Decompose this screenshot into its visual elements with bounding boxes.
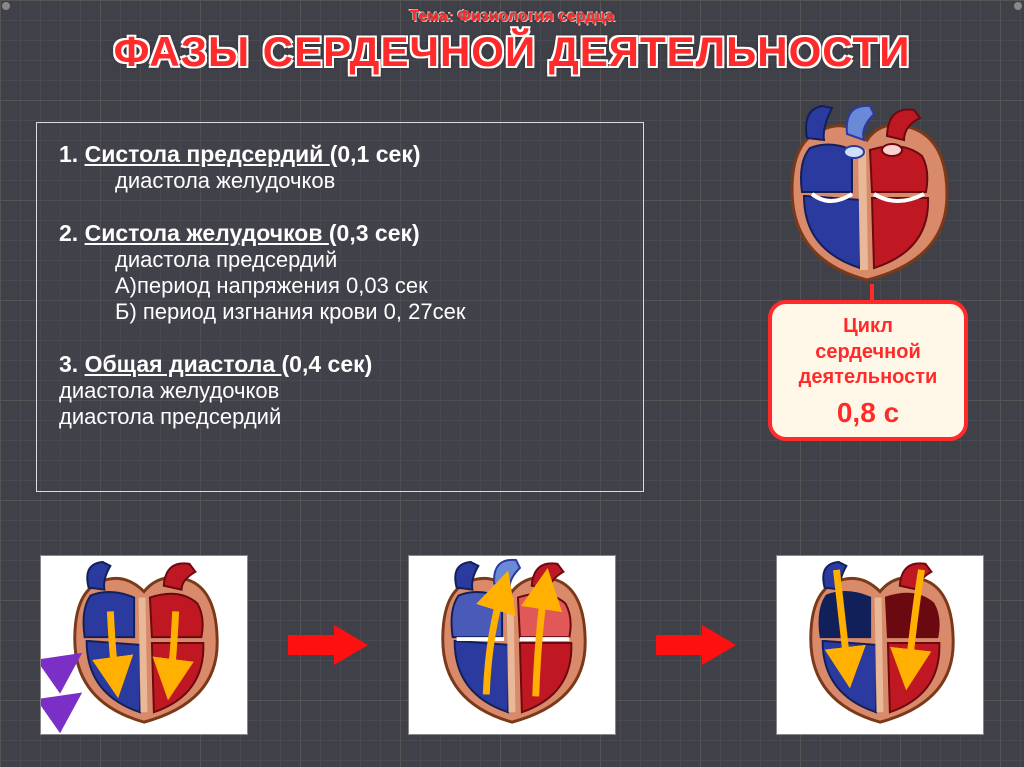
phase-2-num: 2. [59,220,85,246]
heart-diagram-cutaway [752,100,982,290]
heart-phase-1 [40,555,248,735]
phase-diagrams-row [0,545,1024,745]
topic-label: Тема: Физиология сердца [0,0,1024,26]
phase-3: 3. Общая диастола (0,4 сек) диастола жел… [59,351,621,430]
phase-2-time: (0,3 сек) [329,220,420,246]
phase-1-num: 1. [59,141,85,167]
phase-1-time: (0,1 сек) [330,141,421,167]
cycle-line-1: Цикл [778,314,958,340]
phase-3-name: Общая диастола [85,351,282,377]
phase-2-name: Систола желудочков [85,220,329,246]
phase-2: 2. Систола желудочков (0,3 сек) диастола… [59,220,621,325]
page-title: ФАЗЫ СЕРДЕЧНОЙ ДЕЯТЕЛЬНОСТИ [0,28,1024,76]
cycle-line-2: сердечной [778,340,958,366]
phase-1: 1. Систола предсердий (0,1 сек) диастола… [59,141,621,194]
phase-3-sub-1: диастола желудочков [59,378,621,404]
flow-arrow-2 [656,625,736,665]
phase-3-time: (0,4 сек) [282,351,373,377]
phases-panel: 1. Систола предсердий (0,1 сек) диастола… [36,122,644,492]
heart-phase-3 [776,555,984,735]
phase-1-sub-1: диастола желудочков [59,168,621,194]
cycle-line-3: деятельности [778,365,958,391]
phase-3-num: 3. [59,351,85,377]
phase-3-sub-2: диастола предсердий [59,404,621,430]
phase-2-sub-1: диастола предсердий [59,247,621,273]
phase-1-name: Систола предсердий [85,141,330,167]
phase-2-sub-3: Б) период изгнания крови 0, 27сек [59,299,621,325]
cycle-time: 0,8 с [778,397,958,429]
flow-arrow-1 [288,625,368,665]
heart-phase-2 [408,555,616,735]
cycle-box: Цикл сердечной деятельности 0,8 с [768,300,968,441]
phase-2-sub-2: А)период напряжения 0,03 сек [59,273,621,299]
